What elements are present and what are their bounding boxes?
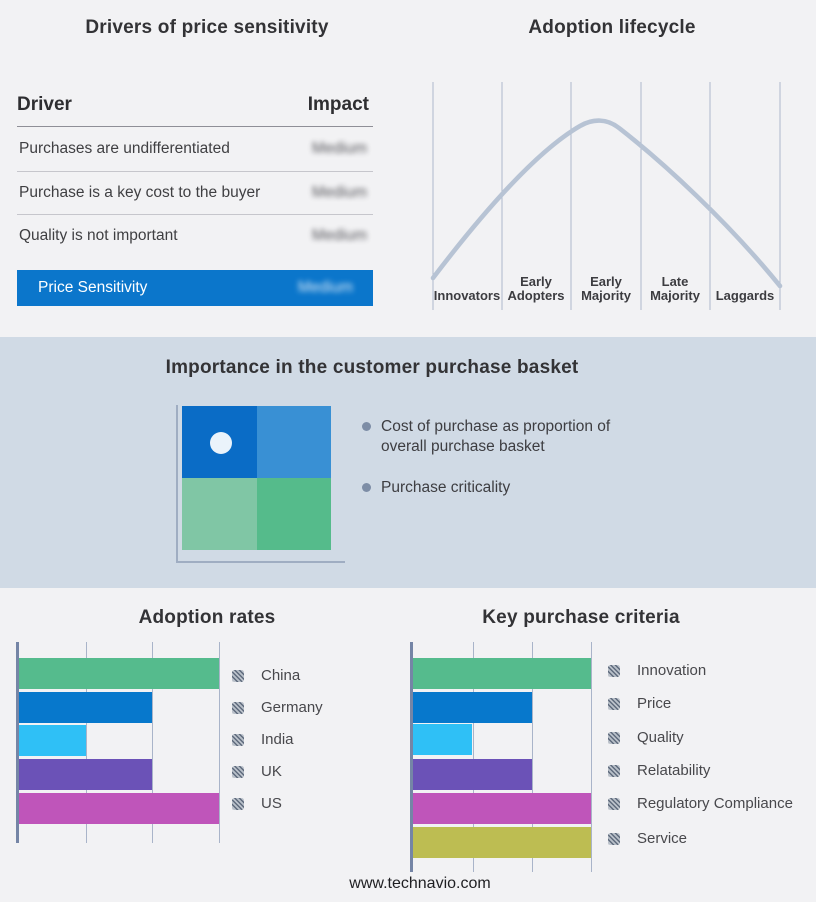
quadrant-cell-top-right <box>257 406 331 478</box>
quadrant-cell-bottom-left <box>182 478 257 550</box>
quadrant-y-axis <box>176 405 178 562</box>
legend-item-china: China <box>232 667 300 684</box>
purchase-basket-band <box>0 337 816 588</box>
bar-price <box>413 692 532 723</box>
bar-quality <box>413 724 473 755</box>
bar-china <box>19 658 219 689</box>
lifecycle-title: Adoption lifecycle <box>528 17 696 38</box>
bar-relatability <box>413 759 532 790</box>
hatched-swatch-icon <box>608 764 620 777</box>
legend-item-quality: Quality <box>608 729 684 746</box>
bar-service <box>413 827 591 858</box>
hatched-swatch-icon <box>232 701 244 714</box>
column-header-impact: Impact <box>307 94 369 115</box>
impact-cell-blurred: Medium <box>311 183 367 201</box>
legend-item-uk: UK <box>232 763 282 780</box>
stage-label-laggards: Laggards <box>715 288 775 304</box>
bar-india <box>19 725 86 756</box>
legend-item-relatability: Relatability <box>608 762 710 779</box>
key-criteria-plot <box>413 642 591 872</box>
driver-cell: Purchase is a key cost to the buyer <box>19 183 261 201</box>
quadrant-x-axis <box>176 561 345 563</box>
list-item: Cost of purchase as proportion of overal… <box>362 417 624 457</box>
gridline <box>473 642 474 872</box>
basket-title: Importance in the customer purchase bask… <box>165 357 579 378</box>
lifecycle-curve-chart <box>430 82 783 310</box>
hatched-swatch-icon <box>608 664 620 677</box>
gridline <box>152 642 153 843</box>
stage-label-early-adopters: Early Adopters <box>507 273 565 304</box>
position-marker-dot <box>210 432 232 454</box>
list-item: Purchase criticality <box>362 478 624 498</box>
column-header-driver: Driver <box>17 94 72 115</box>
quadrant-cell-bottom-right <box>257 478 331 550</box>
hatched-swatch-icon <box>608 697 620 710</box>
purchase-basket-quadrant <box>182 406 331 550</box>
bullet-icon <box>362 422 371 431</box>
legend-item-price: Price <box>608 695 671 712</box>
table-row: Purchase is a key cost to the buyer Medi… <box>17 171 373 215</box>
bullet-icon <box>362 483 371 492</box>
gridline <box>86 642 87 843</box>
hatched-swatch-icon <box>608 731 620 744</box>
website-url: www.technavio.com <box>349 875 491 892</box>
impact-cell-blurred: Medium <box>297 279 353 296</box>
legend-item-service: Service <box>608 830 687 847</box>
table-row: Quality is not important Medium <box>17 214 373 258</box>
legend-item-innovation: Innovation <box>608 662 706 679</box>
legend-item-regulatory-compliance: Regulatory Compliance <box>608 795 793 812</box>
stage-label-late-majority: Late Majority <box>650 273 700 304</box>
bar-us <box>19 793 219 824</box>
bar-uk <box>19 759 153 790</box>
impact-cell-blurred: Medium <box>311 140 367 157</box>
impact-cell-blurred: Medium <box>311 227 367 244</box>
key-criteria-axis <box>410 642 413 872</box>
basket-bullet-list: Cost of purchase as proportion of overal… <box>362 417 624 519</box>
driver-cell: Purchases are undifferentiated <box>19 140 230 157</box>
stage-label-innovators: Innovators <box>433 288 501 304</box>
hatched-swatch-icon <box>232 765 244 778</box>
hatched-swatch-icon <box>608 797 620 810</box>
legend-item-us: US <box>232 795 282 812</box>
bar-innovation <box>413 658 591 689</box>
stage-label-early-majority: Early Majority <box>581 273 631 304</box>
bell-curve <box>430 118 783 289</box>
drivers-table-header: Driver Impact <box>17 94 373 127</box>
table-row: Purchases are undifferentiated Medium <box>17 127 373 172</box>
hatched-swatch-icon <box>232 797 244 810</box>
hatched-swatch-icon <box>232 669 244 682</box>
driver-cell: Quality is not important <box>19 227 178 244</box>
gridline <box>532 642 533 872</box>
drivers-table-title: Drivers of price sensitivity <box>85 17 329 38</box>
adoption-rates-axis <box>16 642 19 843</box>
adoption-rates-plot <box>19 642 219 843</box>
gridline <box>219 642 220 843</box>
hatched-swatch-icon <box>232 733 244 746</box>
driver-cell: Price Sensitivity <box>38 279 148 296</box>
key-purchase-criteria-title: Key purchase criteria <box>482 607 680 628</box>
hatched-swatch-icon <box>608 832 620 845</box>
legend-item-germany: Germany <box>232 699 323 716</box>
legend-item-india: India <box>232 731 294 748</box>
adoption-rates-title: Adoption rates <box>138 607 276 628</box>
gridline <box>591 642 592 872</box>
bar-germany <box>19 692 153 723</box>
price-sensitivity-highlight-row: Price Sensitivity Medium <box>17 270 373 306</box>
bar-regulatory-compliance <box>413 793 591 824</box>
